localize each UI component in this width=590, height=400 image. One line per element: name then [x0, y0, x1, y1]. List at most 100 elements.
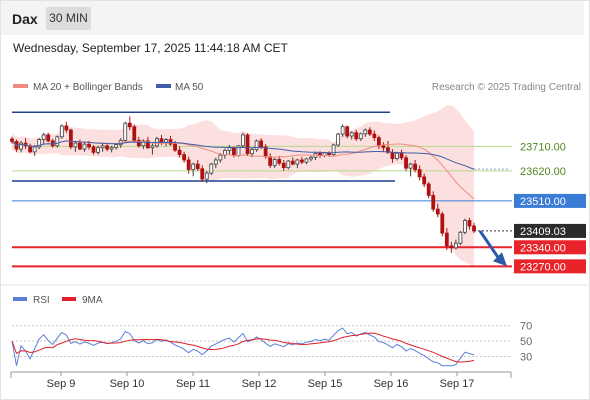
candle-body: [200, 168, 205, 180]
level-label-bg: [514, 240, 586, 255]
candle-body: [449, 245, 454, 249]
candle-body: [182, 154, 187, 161]
candle-body: [123, 122, 128, 141]
candle-body: [91, 146, 96, 153]
forecast-arrow-head: [493, 252, 507, 267]
rsi-legend-swatch: [13, 297, 27, 301]
rsi-panel: 70 50 30: [11, 321, 532, 367]
candle-body: [295, 159, 300, 165]
candle-body: [82, 143, 87, 150]
candle-body: [304, 158, 309, 163]
candle-body: [281, 162, 286, 169]
time-tick-label: Sep 17: [440, 378, 475, 390]
candle-body: [59, 125, 64, 138]
candle-body: [218, 154, 223, 161]
candle-body: [177, 149, 182, 155]
forecast-arrow-shaft: [478, 230, 500, 259]
candle-body: [286, 160, 291, 169]
candle-body: [245, 134, 250, 155]
candle-body: [277, 159, 282, 164]
candle-body: [46, 134, 51, 142]
candle-body: [41, 134, 46, 140]
level-label-bg: [514, 193, 586, 208]
candle-body: [173, 143, 177, 151]
time-tick-label: Sep 9: [47, 378, 76, 390]
candle-body: [259, 140, 264, 148]
candle-body: [100, 145, 105, 149]
candle-body: [340, 126, 345, 135]
candle-body: [435, 208, 440, 215]
candle-body: [440, 213, 445, 234]
time-tick-label: Sep 16: [374, 378, 409, 390]
header-bar: Dax 30 MIN: [1, 1, 584, 35]
candle-body: [73, 142, 78, 148]
candle-body: [32, 146, 37, 153]
level-labels: 23710.00 23620.00 23510.00 23340.00 23270.00…: [474, 141, 586, 274]
candle-body: [105, 145, 110, 150]
candle-body: [145, 140, 150, 149]
candle-body: [472, 225, 476, 232]
candle-body: [408, 163, 413, 169]
candle-body: [363, 129, 368, 135]
candle-body: [376, 137, 381, 147]
candle-body: [358, 133, 363, 140]
candle-body: [250, 149, 254, 155]
candle-body: [232, 147, 236, 157]
timestamp: Wednesday, September 17, 2025 11:44:18 A…: [13, 41, 288, 55]
candle-body: [349, 132, 354, 137]
candle-body: [168, 139, 173, 145]
candle-body: [372, 133, 377, 139]
candle-body: [132, 126, 137, 141]
candle-body: [19, 142, 23, 150]
bollinger-band-area: [12, 105, 474, 267]
current-price-bg: [514, 223, 586, 238]
candle-body: [381, 145, 386, 149]
level-label: 23620.00: [520, 166, 566, 178]
ma50-line: [11, 140, 475, 170]
rsi-legend-label: RSI: [33, 295, 50, 306]
level-label: 23510.00: [520, 196, 566, 208]
ma50-legend-label: MA 50: [175, 82, 204, 93]
price-levels: [12, 111, 512, 268]
candle-body: [87, 143, 91, 148]
candle-body: [299, 159, 304, 163]
candle-body: [463, 220, 467, 233]
candle-body: [268, 156, 273, 166]
ma20-legend-label: MA 20 + Bollinger Bands: [33, 82, 143, 93]
candle-body: [422, 176, 427, 185]
candle-body: [68, 129, 73, 148]
rsi-ma-legend-label: 9MA: [82, 295, 103, 306]
candle-body: [458, 231, 463, 244]
time-tick-label: Sep 15: [308, 378, 343, 390]
candle-body: [64, 125, 69, 131]
candle-body: [213, 159, 218, 165]
candle-body: [186, 159, 191, 170]
timeframe-button[interactable]: 30 MIN: [46, 7, 91, 30]
credit-label: Research © 2025 Trading Central: [432, 82, 581, 93]
candle-body: [150, 145, 155, 149]
candle-body: [413, 163, 418, 170]
candle-body: [395, 152, 399, 160]
candle-body: [55, 136, 60, 147]
current-price-label: 23409.03: [520, 226, 566, 238]
candle-body: [444, 232, 449, 247]
symbol-label: Dax: [12, 11, 38, 27]
candle-body: [227, 147, 232, 151]
candle-body: [195, 163, 200, 170]
candle-body: [399, 152, 404, 159]
candle-body: [367, 129, 372, 135]
rsi-line: [11, 327, 475, 367]
candle-body: [290, 160, 295, 165]
rsi-tick-label: 30: [520, 351, 532, 363]
ma20-legend-swatch: [13, 84, 28, 88]
candle-body: [209, 163, 214, 174]
time-tick-label: Sep 11: [176, 378, 210, 390]
rsi-ma-line: [11, 332, 475, 363]
candle-body: [354, 132, 359, 140]
candle-body: [390, 151, 395, 160]
candle-body: [241, 134, 245, 147]
candle-body: [254, 140, 259, 151]
candle-body: [426, 183, 431, 196]
candle-body: [78, 142, 82, 150]
